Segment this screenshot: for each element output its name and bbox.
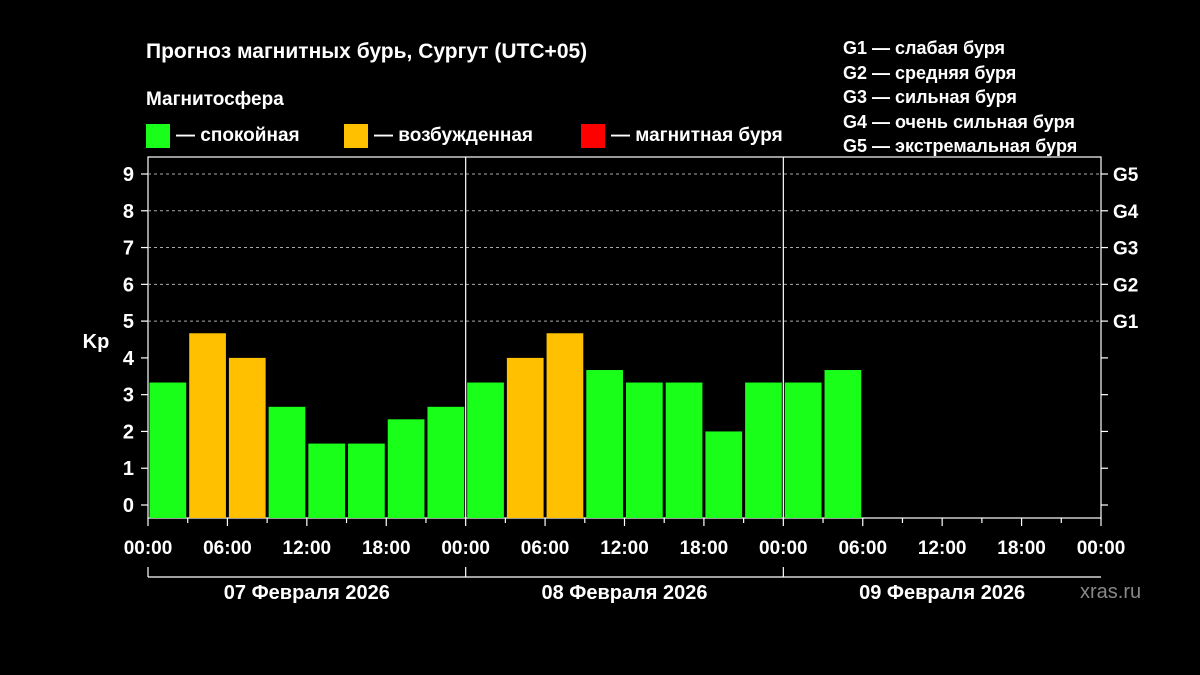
kp-bar xyxy=(546,333,584,518)
g-level-label: G2 xyxy=(1113,275,1138,296)
day-label: 09 Февраля 2026 xyxy=(859,582,1025,604)
x-tick-label: 12:00 xyxy=(283,538,332,559)
y-tick-label: 0 xyxy=(123,495,134,517)
y-tick-label: 9 xyxy=(123,164,134,186)
kp-bar xyxy=(149,382,187,518)
x-tick-label: 12:00 xyxy=(600,538,649,559)
g5-legend-item: G5 — экстремальная буря xyxy=(843,136,1078,156)
g-level-label: G4 xyxy=(1113,202,1139,223)
kp-bar xyxy=(427,406,465,518)
g-level-label: G3 xyxy=(1113,239,1138,260)
y-tick-label: 4 xyxy=(123,348,135,370)
y-tick-label: 7 xyxy=(123,238,134,260)
kp-bar xyxy=(665,382,703,518)
x-tick-label: 18:00 xyxy=(362,538,411,559)
x-tick-label: 06:00 xyxy=(838,538,887,559)
g-level-label: G1 xyxy=(1113,312,1139,333)
kp-bar xyxy=(586,370,623,518)
y-tick-label: 8 xyxy=(123,201,134,223)
g1-legend-item: G1 — слабая буря xyxy=(843,38,1006,58)
y-tick-label: 6 xyxy=(123,274,134,296)
kp-bar xyxy=(705,431,743,518)
kp-bar xyxy=(626,382,663,518)
x-tick-label: 00:00 xyxy=(124,538,173,559)
y-axis-label: Kp xyxy=(83,331,110,353)
kp-bar xyxy=(308,443,346,518)
legend-storm-label: — магнитная буря xyxy=(611,125,783,146)
kp-bar xyxy=(348,443,385,518)
legend-calm-label: — спокойная xyxy=(176,125,300,146)
kp-bar xyxy=(824,370,862,518)
legend-storm: — магнитная буря xyxy=(581,124,783,148)
active-swatch xyxy=(344,124,368,148)
x-tick-label: 18:00 xyxy=(997,538,1046,559)
g-scale-legend: G1 — слабая буря G2 — средняя буря G3 — … xyxy=(843,36,1077,159)
g2-legend-item: G2 — средняя буря xyxy=(843,62,1017,83)
x-tick-label: 18:00 xyxy=(680,538,729,559)
day-label: 08 Февраля 2026 xyxy=(541,582,707,604)
x-tick-label: 06:00 xyxy=(521,538,570,559)
legend-active-label: — возбужденная xyxy=(374,125,534,146)
y-tick-label: 1 xyxy=(123,458,134,480)
g3-legend-item: G3 — сильная буря xyxy=(843,87,1017,107)
magnetosphere-heading: Магнитосфера xyxy=(146,89,284,110)
calm-swatch xyxy=(146,124,170,148)
kp-bar xyxy=(745,382,782,518)
x-tick-label: 12:00 xyxy=(918,538,967,559)
watermark: xras.ru xyxy=(1080,581,1142,603)
kp-bar xyxy=(784,382,822,518)
day-label: 07 Февраля 2026 xyxy=(224,582,390,604)
kp-bar xyxy=(467,382,504,518)
chart-title: Прогноз магнитных бурь, Сургут (UTC+05) xyxy=(146,40,588,63)
legend-calm: — спокойная xyxy=(146,124,300,148)
kp-bar xyxy=(228,357,266,518)
kp-bar xyxy=(268,406,306,518)
g-level-label: G5 xyxy=(1113,165,1139,186)
g4-legend-item: G4 — очень сильная буря xyxy=(843,111,1075,132)
storm-swatch xyxy=(581,124,605,148)
kp-bar xyxy=(506,357,544,518)
y-tick-label: 3 xyxy=(123,385,134,407)
legend-active: — возбужденная xyxy=(344,124,533,148)
x-tick-label: 00:00 xyxy=(759,538,808,559)
x-tick-label: 00:00 xyxy=(1077,538,1126,559)
y-tick-label: 5 xyxy=(123,311,134,333)
x-tick-label: 06:00 xyxy=(203,538,252,559)
kp-bar xyxy=(387,419,425,518)
x-tick-label: 00:00 xyxy=(441,538,490,559)
y-tick-label: 2 xyxy=(123,421,134,443)
kp-bar xyxy=(189,333,226,518)
